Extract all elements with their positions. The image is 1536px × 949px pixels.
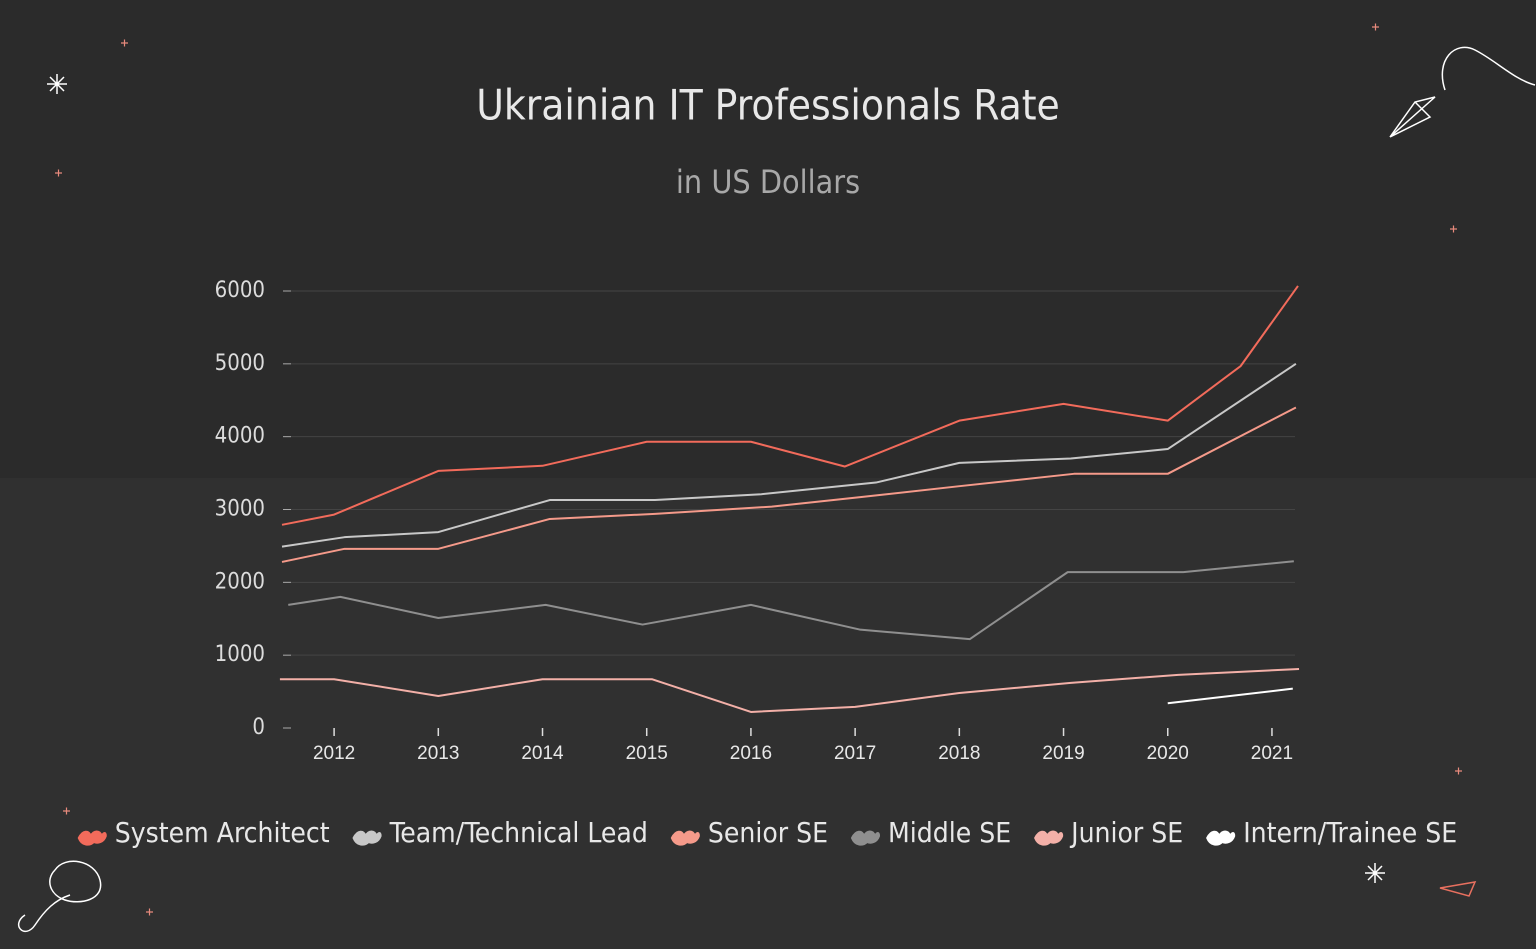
x-tick-label: 2018 (938, 743, 980, 764)
y-tick-label: 2000 (215, 569, 265, 594)
legend-swatch (670, 830, 700, 846)
line-series (1167, 687, 1293, 705)
x-tick-label: 2015 (626, 743, 668, 764)
line-series (279, 668, 1300, 713)
legend-swatch (352, 830, 382, 846)
x-tick-label: 2017 (834, 743, 876, 764)
x-tick-label: 2013 (417, 743, 459, 764)
x-tick-label: 2012 (313, 743, 355, 764)
legend-swatch (850, 830, 881, 846)
decor-doodles (18, 46, 1536, 932)
line-series (281, 363, 1297, 548)
chart-title: Ukrainian IT Professionals Rate (476, 81, 1060, 130)
y-tick-label: 0 (252, 715, 265, 740)
chart-subtitle: in US Dollars (676, 163, 860, 201)
line-series (281, 406, 1297, 563)
x-tick-label: 2016 (730, 743, 772, 764)
legend-swatch (77, 830, 107, 846)
x-tick-label: 2014 (521, 743, 564, 764)
legend-label: Junior SE (1069, 816, 1183, 849)
x-tick-label: 2021 (1251, 743, 1293, 764)
y-tick-label: 4000 (215, 424, 265, 449)
legend-label: Team/Technical Lead (389, 816, 648, 849)
background-lower (0, 478, 1536, 949)
x-tick-label: 2019 (1042, 743, 1084, 764)
legend-swatch (1034, 830, 1064, 846)
legend: System Architect Team/Technical Lead Senio… (77, 816, 1457, 849)
legend-label: Senior SE (708, 816, 828, 849)
y-tick-label: 6000 (215, 278, 265, 303)
y-tick-label: 1000 (215, 642, 265, 667)
y-tick-label: 5000 (215, 351, 265, 376)
legend-label: Middle SE (888, 816, 1011, 849)
legend-label: Intern/Trainee SE (1243, 816, 1457, 849)
legend-swatch (1206, 830, 1236, 846)
x-tick-label: 2020 (1147, 743, 1189, 764)
decor-stars (55, 23, 1462, 916)
line-series (288, 560, 1294, 641)
line-series (281, 285, 1299, 526)
y-tick-label: 3000 (215, 497, 265, 522)
decor-plane (1439, 881, 1477, 897)
legend-label: System Architect (115, 816, 330, 849)
